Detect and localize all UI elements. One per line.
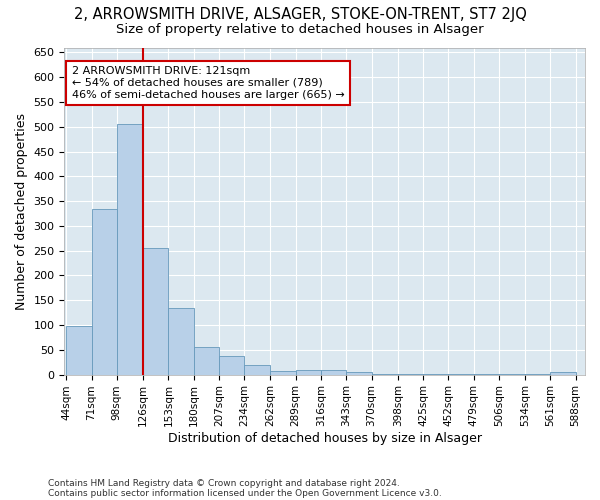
Bar — [143, 248, 169, 374]
Bar — [244, 364, 271, 374]
Y-axis label: Number of detached properties: Number of detached properties — [15, 112, 28, 310]
Text: Size of property relative to detached houses in Alsager: Size of property relative to detached ho… — [116, 22, 484, 36]
Bar — [117, 124, 143, 374]
Bar — [550, 372, 575, 374]
Bar — [346, 372, 371, 374]
Bar — [219, 356, 244, 374]
Bar — [92, 208, 117, 374]
Text: 2, ARROWSMITH DRIVE, ALSAGER, STOKE-ON-TRENT, ST7 2JQ: 2, ARROWSMITH DRIVE, ALSAGER, STOKE-ON-T… — [74, 8, 526, 22]
Text: 2 ARROWSMITH DRIVE: 121sqm
← 54% of detached houses are smaller (789)
46% of sem: 2 ARROWSMITH DRIVE: 121sqm ← 54% of deta… — [72, 66, 344, 100]
Bar — [296, 370, 321, 374]
Bar — [271, 370, 296, 374]
Text: Contains HM Land Registry data © Crown copyright and database right 2024.: Contains HM Land Registry data © Crown c… — [48, 478, 400, 488]
X-axis label: Distribution of detached houses by size in Alsager: Distribution of detached houses by size … — [168, 432, 482, 445]
Bar — [66, 326, 92, 374]
Text: Contains public sector information licensed under the Open Government Licence v3: Contains public sector information licen… — [48, 488, 442, 498]
Bar — [194, 348, 219, 374]
Bar — [169, 308, 194, 374]
Bar — [321, 370, 346, 374]
